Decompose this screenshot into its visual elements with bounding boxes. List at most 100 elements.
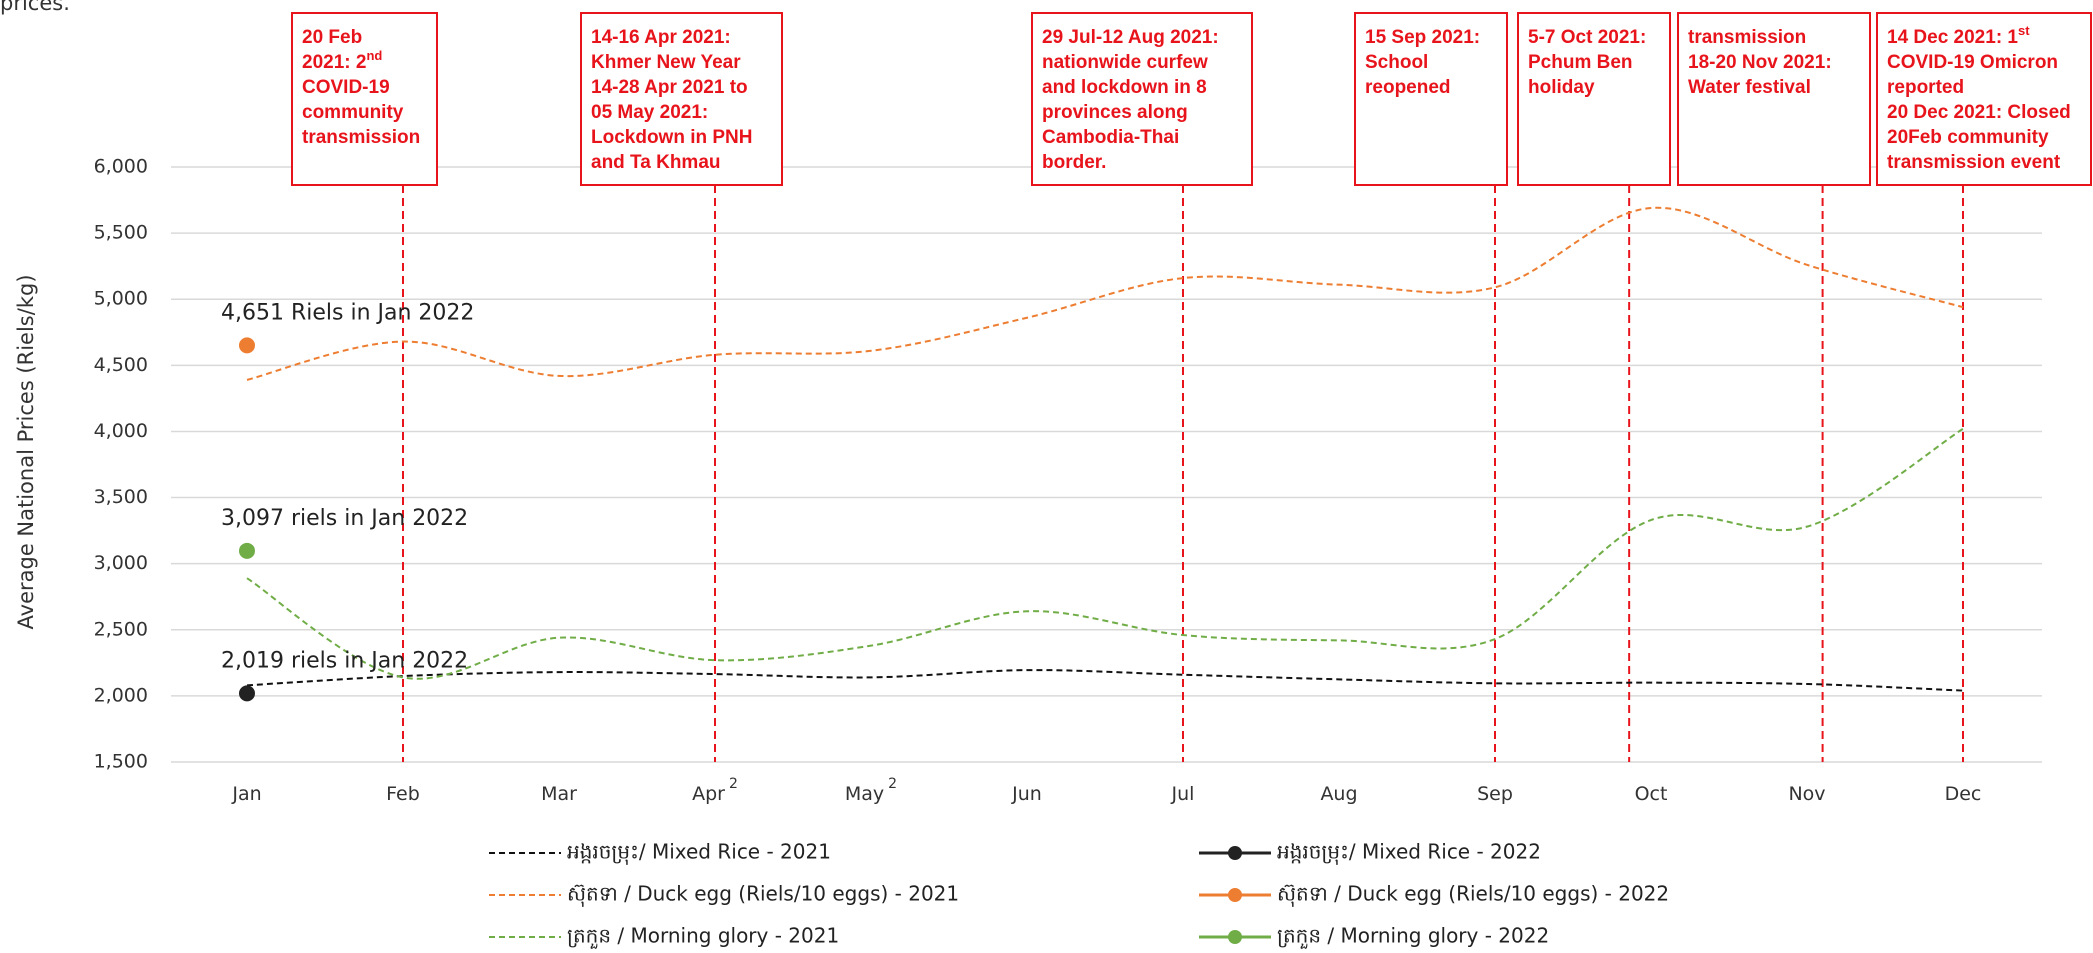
y-tick-label: 4,000 <box>94 420 148 442</box>
series-line <box>246 427 1964 680</box>
event-text: 20Feb community <box>1887 127 2049 148</box>
x-tick-label: Sep <box>1477 783 1513 805</box>
event-text-part: COVID-19 Omicron <box>1887 52 2058 73</box>
x-tick-text: Aug <box>1320 783 1357 805</box>
event-text-part: and lockdown in 8 <box>1042 77 1207 98</box>
y-tick-label: 2,000 <box>94 684 148 706</box>
y-tick-label: 3,500 <box>94 486 148 508</box>
event-text-part: Pchum Ben <box>1528 52 1633 73</box>
event-text-part: and Ta Khmau <box>591 152 721 173</box>
y-tick-label: 1,500 <box>94 751 148 773</box>
event-text-part: 29 Jul-12 Aug 2021: <box>1042 27 1219 48</box>
x-tick-text: Jul <box>1171 783 1195 805</box>
event-text: and lockdown in 8 <box>1042 77 1207 98</box>
event-text: transmission <box>1688 27 1806 48</box>
event-text: 14 Dec 2021: 1st <box>1887 23 2030 48</box>
event-text-part: transmission <box>302 127 420 148</box>
legend-marker <box>1228 888 1242 902</box>
legend-label: ត្រកួន / Morning glory - 2021 <box>567 924 839 950</box>
legend-label: អង្ករចម្រុះ/ Mixed Rice - 2021 <box>567 840 831 866</box>
x-tick-text: Mar <box>541 783 577 805</box>
event-text: reported <box>1887 77 1964 98</box>
y-tick-label: 2,500 <box>94 618 148 640</box>
event-text-part: 14 Dec 2021: 1 <box>1887 27 2018 48</box>
event-text-part: 05 May 2021: <box>591 102 708 123</box>
y-tick-label: 5,500 <box>94 222 148 244</box>
x-tick-text: Dec <box>1945 783 1982 805</box>
legend-label: អង្ករចម្រុះ/ Mixed Rice - 2022 <box>1277 840 1541 866</box>
event-text-part: 14-16 Apr 2021: <box>591 27 731 48</box>
event-text: transmission event <box>1887 152 2061 173</box>
x-tick-text: Jan <box>231 783 261 805</box>
event-text-part: Water festival <box>1688 77 1811 98</box>
event-box <box>1031 12 1253 186</box>
event-text-part: Lockdown in PNH <box>591 127 753 148</box>
event-box <box>1354 12 1508 186</box>
x-tick-label: Apr 2 <box>692 776 738 805</box>
event-text-part: Cambodia-Thai <box>1042 127 1179 148</box>
event-text-part: 20 Dec 2021: Closed <box>1887 102 2071 123</box>
event-text-part: community <box>302 102 404 123</box>
event-box <box>1876 12 2092 186</box>
x-tick-text: Sep <box>1477 783 1513 805</box>
event-text: 05 May 2021: <box>591 102 708 123</box>
event-text-part: provinces along <box>1042 102 1188 123</box>
event-superscript: st <box>2018 23 2030 38</box>
event-text: 2021: 2nd <box>302 48 382 73</box>
event-text: 14-16 Apr 2021: <box>591 27 731 48</box>
event-text: 5-7 Oct 2021: <box>1528 27 1646 48</box>
event-text-part: 2021: 2 <box>302 52 366 73</box>
x-tick-label: Aug <box>1320 783 1357 805</box>
x-tick-label: Jun <box>1011 783 1042 805</box>
event-text: Lockdown in PNH <box>591 127 753 148</box>
legend-label: ស៊ុតទា / Duck egg (Riels/10 eggs) - 2021 <box>567 882 959 908</box>
y-axis-label: Average National Prices (Riels/kg) <box>14 274 38 629</box>
event-text: 15 Sep 2021: <box>1365 27 1480 48</box>
y-tick-label: 6,000 <box>94 156 148 178</box>
y-tick-label: 5,000 <box>94 288 148 310</box>
event-text: Water festival <box>1688 77 1811 98</box>
event-text: transmission <box>302 127 420 148</box>
event-text: Pchum Ben <box>1528 52 1633 73</box>
event-text: 14-28 Apr 2021 to <box>591 77 748 98</box>
x-tick-label: May 2 <box>845 776 897 805</box>
event-text-part: 18-20 Nov 2021: <box>1688 52 1832 73</box>
legend-marker <box>1228 846 1242 860</box>
y-tick-label: 3,000 <box>94 552 148 574</box>
event-text: School <box>1365 52 1428 73</box>
event-text-part: 20Feb community <box>1887 127 2049 148</box>
event-text: Khmer New Year <box>591 52 741 73</box>
event-text: nationwide curfew <box>1042 52 1208 73</box>
series-point <box>239 685 255 702</box>
event-text-part: 14-28 Apr 2021 to <box>591 77 748 98</box>
x-tick-text: Oct <box>1635 783 1668 805</box>
y-tick-label: 4,500 <box>94 354 148 376</box>
event-text-part: transmission <box>1688 27 1806 48</box>
x-tick-label: Feb <box>386 783 420 805</box>
series-line <box>246 669 1964 692</box>
event-text-part: Khmer New Year <box>591 52 741 73</box>
event-box <box>580 12 783 186</box>
event-text: COVID-19 <box>302 77 390 98</box>
series-point <box>239 337 255 354</box>
x-tick-text: May <box>845 783 884 805</box>
x-tick-label: Nov <box>1788 783 1825 805</box>
event-text: reopened <box>1365 77 1451 98</box>
subtitle: prices. <box>0 0 70 15</box>
event-text-part: border. <box>1042 152 1106 173</box>
event-text-part: 5-7 Oct 2021: <box>1528 27 1646 48</box>
event-text-part: holiday <box>1528 77 1595 98</box>
event-text-part: 15 Sep 2021: <box>1365 27 1480 48</box>
event-box <box>1517 12 1671 186</box>
legend-label: ត្រកួន / Morning glory - 2022 <box>1277 924 1549 950</box>
value-label: 2,019 riels in Jan 2022 <box>221 648 468 673</box>
event-text: 20 Dec 2021: Closed <box>1887 102 2071 123</box>
event-text: Cambodia-Thai <box>1042 127 1179 148</box>
event-text: and Ta Khmau <box>591 152 721 173</box>
event-text-part: reopened <box>1365 77 1451 98</box>
event-text: 20 Feb <box>302 27 362 48</box>
event-text: community <box>302 102 404 123</box>
x-tick-label: Jan <box>231 783 261 805</box>
